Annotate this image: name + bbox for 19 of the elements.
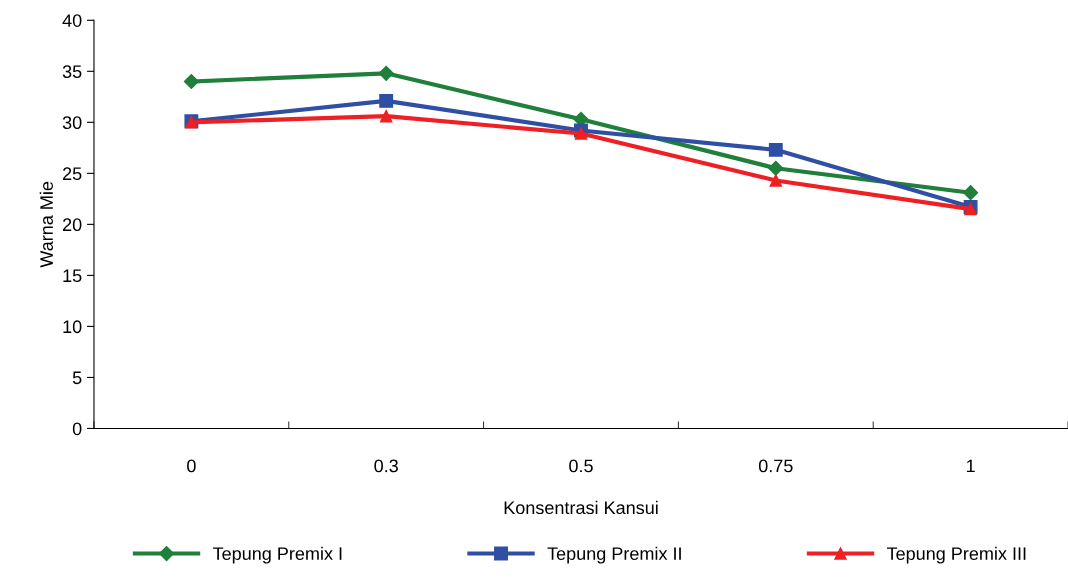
- y-tick-label: 0: [72, 422, 82, 436]
- y-tick-label: 20: [63, 218, 82, 232]
- x-tick-label: 0: [187, 459, 196, 473]
- x-tick-label: 0.75: [758, 459, 793, 473]
- x-tick-label: 0.5: [569, 459, 593, 473]
- y-tick-label: 5: [72, 371, 82, 385]
- y-tick-label: 30: [62, 116, 82, 130]
- x-tick-label: 1: [966, 459, 975, 473]
- x-axis-title: Konsentrasi Kansui: [504, 500, 658, 515]
- y-tick-label: 35: [62, 65, 82, 79]
- x-tick-label: 0.3: [374, 459, 398, 473]
- y-tick-label: 10: [63, 320, 82, 334]
- y-tick-label: 15: [63, 269, 82, 283]
- y-tick-label: 25: [63, 167, 82, 181]
- legend-label: Tepung Premix II: [547, 546, 681, 564]
- legend-label: Tepung Premix III: [886, 546, 1026, 564]
- legend-label: Tepung Premix I: [213, 546, 342, 564]
- y-axis-title: Warna Mie: [39, 181, 53, 268]
- y-tick-label: 40: [62, 14, 82, 27]
